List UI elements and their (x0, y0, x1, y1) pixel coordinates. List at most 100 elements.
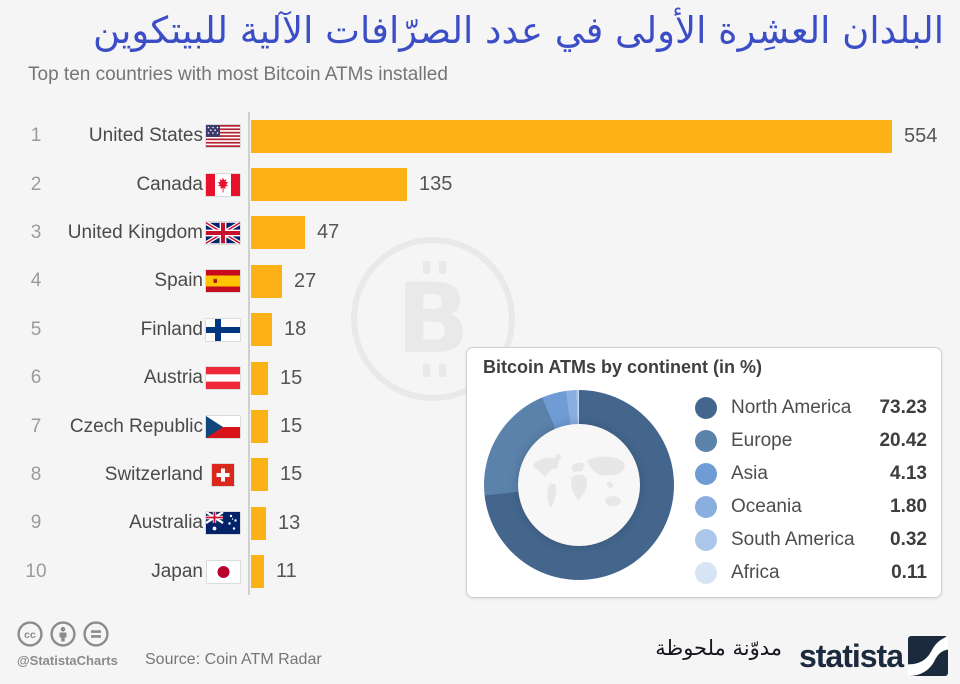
chart-baseline (248, 112, 250, 595)
value-label: 18 (284, 318, 307, 341)
page-title-arabic: البلدان العشِرة الأولى في عدد الصرّافات … (92, 9, 944, 52)
bar (251, 458, 268, 492)
statista-logo: statista (799, 636, 948, 676)
country-label: Czech Republic (69, 415, 203, 437)
bar (251, 410, 268, 444)
legend-row: North America 73.23 (695, 391, 927, 424)
rank-label: 10 (25, 560, 47, 582)
switzerland-flag-icon (206, 463, 240, 486)
source-label: Source: Coin ATM Radar (145, 651, 322, 668)
statista-charts-handle: @StatistaCharts (17, 653, 118, 668)
country-label: Switzerland (104, 463, 203, 485)
rank-label: 2 (30, 173, 42, 195)
rank-label: 1 (30, 125, 42, 147)
country-label: Canada (136, 173, 203, 195)
country-label: United Kingdom (67, 221, 203, 243)
svg-text:cc: cc (24, 629, 36, 641)
country-label: Australia (129, 512, 203, 534)
legend-dot (695, 429, 717, 452)
czech-republic-flag-icon (206, 415, 240, 438)
value-label: 15 (280, 366, 303, 389)
australia-flag-icon (206, 512, 240, 535)
legend-dot (695, 561, 717, 584)
value-label: 47 (317, 221, 340, 244)
rank-label: 8 (30, 463, 42, 485)
legend-label: Asia (731, 462, 768, 484)
page-subtitle: Top ten countries with most Bitcoin ATMs… (28, 64, 448, 85)
value-label: 15 (280, 463, 303, 486)
legend-value: 73.23 (879, 396, 927, 418)
equal-icon (83, 621, 109, 647)
bar-chart: 1 United States 554 2 Canada 135 3 Unite… (0, 112, 960, 596)
spain-flag-icon (206, 270, 240, 293)
creative-commons-icons: cc (17, 621, 109, 647)
country-label: Finland (140, 318, 203, 340)
value-label: 554 (904, 124, 938, 147)
bar (251, 216, 305, 250)
united-kingdom-flag-icon (206, 221, 240, 244)
bar (251, 555, 264, 589)
bar-row: 7 Czech Republic 15 (0, 402, 960, 450)
value-label: 13 (278, 511, 301, 534)
legend-dot (695, 462, 717, 485)
legend-row: Oceania 1.80 (695, 490, 927, 523)
legend-row: Asia 4.13 (695, 457, 927, 490)
united-states-flag-icon (206, 125, 240, 148)
bar-row: 5 Finland 18 (0, 306, 960, 354)
arabic-note: مدوّنة ملحوظة (655, 636, 782, 660)
bar (251, 361, 268, 395)
bar-row: 9 Australia 13 (0, 499, 960, 547)
bar-row: 6 Austria 15 (0, 354, 960, 402)
legend-dot (695, 396, 717, 419)
bar (251, 264, 282, 298)
austria-flag-icon (206, 367, 240, 390)
legend-value: 4.13 (890, 462, 927, 484)
legend-label: North America (731, 396, 852, 418)
rank-label: 7 (30, 415, 42, 437)
bar (251, 506, 266, 540)
rank-label: 9 (30, 512, 42, 534)
panel-title: Bitcoin ATMs by continent (in %) (483, 357, 762, 377)
legend-dot (695, 528, 717, 551)
bar-row: 3 United Kingdom 47 (0, 209, 960, 257)
donut-ring (484, 390, 674, 580)
legend-row: Europe 20.42 (695, 424, 927, 457)
bar-row: 10 Japan 11 (0, 548, 960, 596)
cc-icon: cc (17, 621, 43, 647)
continent-legend: North America 73.23 Europe 20.42 Asia 4.… (695, 391, 927, 589)
bitcoin-watermark-icon: B (351, 237, 515, 401)
bar-row: 4 Spain 27 (0, 257, 960, 305)
legend-row: South America 0.32 (695, 523, 927, 556)
legend-value: 20.42 (879, 429, 927, 451)
country-label: Austria (143, 367, 203, 389)
country-label: United States (88, 125, 203, 147)
attribution-icon (50, 621, 76, 647)
legend-value: 0.32 (890, 528, 927, 550)
legend-row: Africa 0.11 (695, 556, 927, 589)
value-label: 11 (276, 560, 297, 583)
legend-value: 1.80 (890, 495, 927, 517)
legend-dot (695, 495, 717, 518)
legend-value: 0.11 (891, 561, 927, 583)
value-label: 27 (294, 269, 317, 292)
rank-label: 5 (30, 318, 42, 340)
world-map-icon (533, 454, 625, 507)
value-label: 135 (419, 173, 453, 196)
statista-wordmark: statista (798, 637, 904, 674)
legend-label: Africa (731, 561, 780, 583)
bar (251, 168, 407, 202)
legend-label: Europe (731, 429, 793, 451)
statista-logo-icon (908, 636, 948, 676)
donut-hole (518, 424, 640, 546)
bar (251, 313, 272, 347)
country-label: Spain (154, 270, 203, 292)
bar (251, 119, 892, 153)
bar-row: 1 United States 554 (0, 112, 960, 160)
rank-label: 6 (30, 367, 42, 389)
japan-flag-icon (206, 560, 240, 583)
continent-panel: Bitcoin ATMs by continent (in %) North A… (466, 347, 942, 598)
country-label: Japan (151, 560, 203, 582)
rank-label: 4 (30, 270, 42, 292)
finland-flag-icon (206, 318, 240, 341)
